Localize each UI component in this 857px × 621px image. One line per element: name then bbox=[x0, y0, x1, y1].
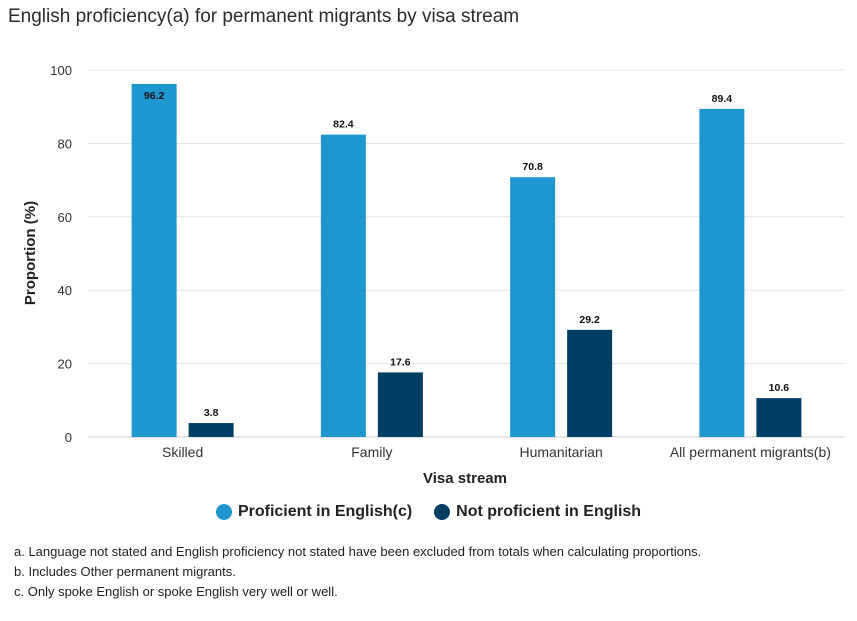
legend-swatch-not-proficient bbox=[434, 504, 451, 520]
bar-proficient[interactable] bbox=[320, 134, 366, 438]
data-label: 10.6 bbox=[769, 382, 790, 394]
x-category-label: Humanitarian bbox=[519, 444, 602, 460]
footnote-a: a. Language not stated and English profi… bbox=[14, 544, 702, 559]
legend-item-proficient[interactable]: Proficient in English(c) bbox=[215, 503, 413, 521]
bar-not-proficient[interactable] bbox=[567, 329, 613, 437]
data-labels: 96.2 3.8 82.4 17.6 70.8 29.2 89.4 10.6 bbox=[144, 90, 789, 419]
y-tick-label: 0 bbox=[65, 430, 72, 445]
data-label: 17.6 bbox=[390, 356, 411, 368]
bar-not-proficient[interactable] bbox=[188, 423, 234, 437]
footnote-b: b. Includes Other permanent migrants. bbox=[14, 564, 236, 579]
y-axis-title: Proportion (%) bbox=[22, 201, 39, 305]
chart-title: English proficiency(a) for permanent mig… bbox=[8, 6, 520, 27]
x-category-label: Family bbox=[351, 444, 392, 460]
footnotes: a. Language not stated and English profi… bbox=[14, 542, 701, 602]
x-category-label: Skilled bbox=[162, 444, 203, 460]
bar-chart: 0 20 40 60 80 100 96.2 3.8 82.4 17.6 70.8 29.2 89.4… bbox=[22, 63, 845, 487]
legend: Proficient in English(c) Not proficient … bbox=[0, 503, 857, 521]
y-tick-label: 100 bbox=[50, 63, 72, 78]
footnote-c: c. Only spoke English or spoke English v… bbox=[14, 584, 338, 599]
data-label: 96.2 bbox=[144, 90, 165, 102]
bar-proficient[interactable] bbox=[131, 83, 177, 438]
x-axis-title: Visa stream bbox=[423, 470, 507, 487]
y-axis-ticks: 0 20 40 60 80 100 bbox=[50, 63, 72, 445]
bar-proficient[interactable] bbox=[510, 177, 556, 437]
y-tick-label: 20 bbox=[58, 357, 72, 372]
legend-swatch-proficient bbox=[215, 504, 232, 520]
y-tick-label: 60 bbox=[58, 210, 72, 225]
data-label: 3.8 bbox=[204, 407, 219, 419]
y-tick-label: 40 bbox=[58, 283, 72, 298]
bars bbox=[131, 83, 802, 438]
y-tick-label: 80 bbox=[58, 136, 72, 151]
data-label: 82.4 bbox=[333, 119, 354, 131]
x-axis-categories: Skilled Family Humanitarian All permanent m… bbox=[162, 444, 831, 460]
data-label: 89.4 bbox=[712, 93, 733, 105]
data-label: 70.8 bbox=[522, 161, 543, 173]
data-label: 29.2 bbox=[579, 314, 600, 326]
bar-not-proficient[interactable] bbox=[756, 398, 802, 437]
legend-label-not-proficient: Not proficient in English bbox=[456, 503, 642, 520]
legend-item-not-proficient[interactable]: Not proficient in English bbox=[434, 503, 641, 521]
bar-not-proficient[interactable] bbox=[377, 372, 423, 437]
x-category-label: All permanent migrants(b) bbox=[670, 444, 831, 460]
bar-proficient[interactable] bbox=[699, 108, 745, 437]
legend-label-proficient: Proficient in English(c) bbox=[237, 503, 413, 520]
